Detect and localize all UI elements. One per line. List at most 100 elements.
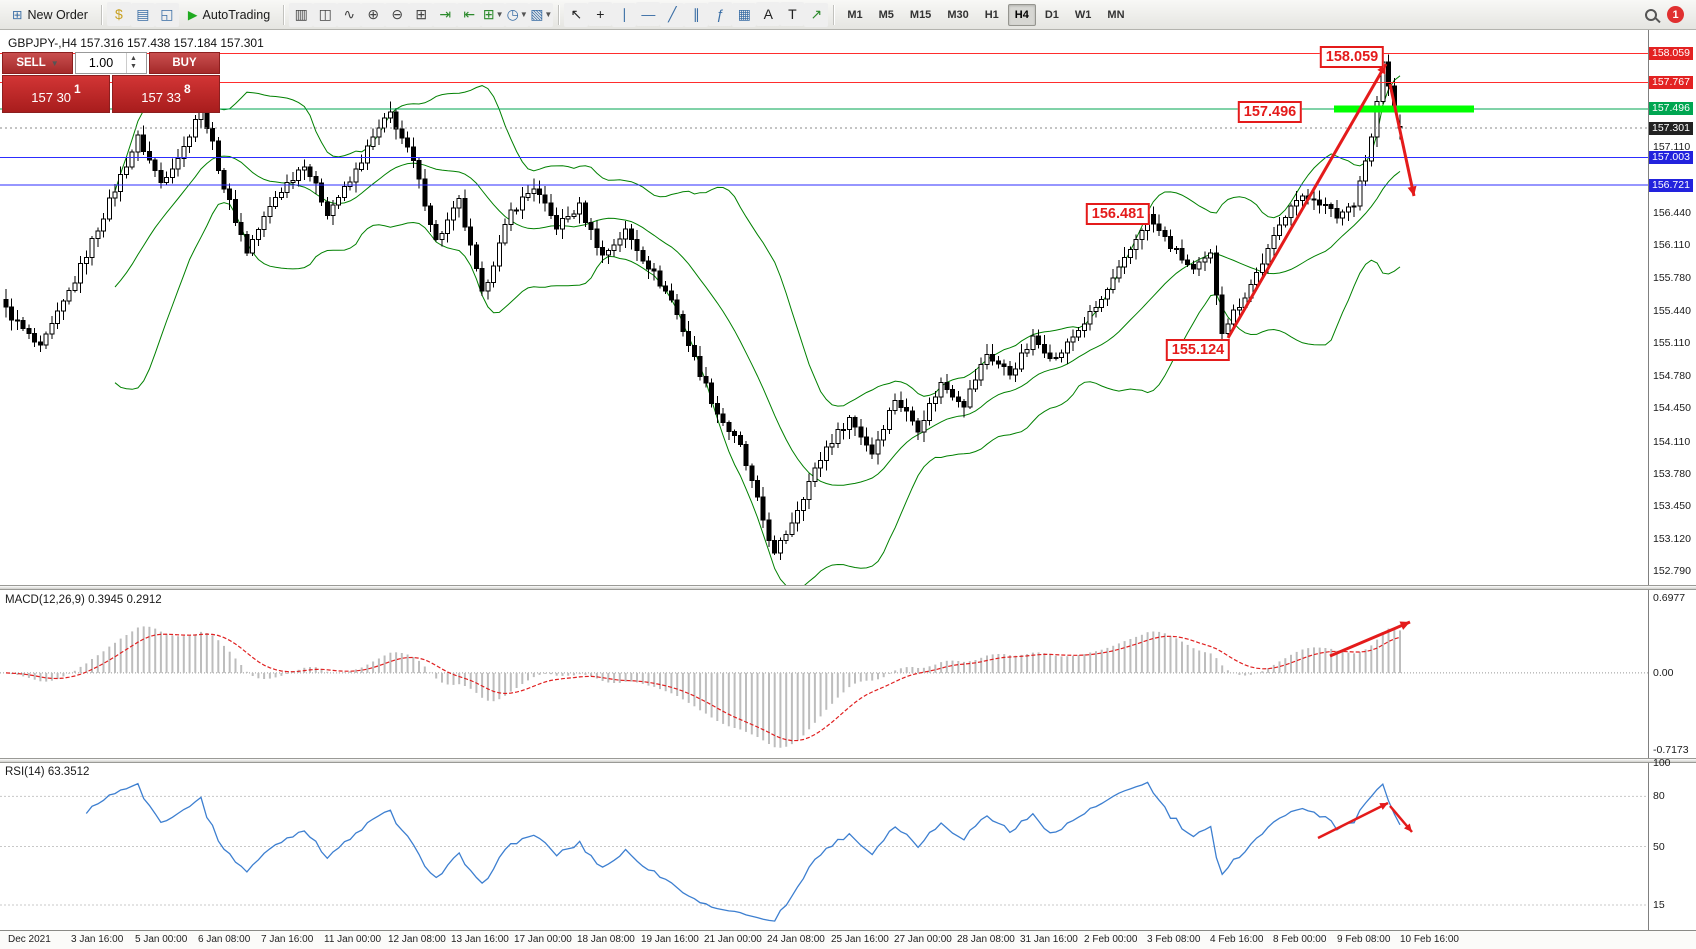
time-axis[interactable]: Dec 2021 3 Jan 16:00 5 Jan 00:00 6 Jan 08:0… <box>0 930 1696 949</box>
time-axis-label: 3 Feb 08:00 <box>1147 934 1201 945</box>
search-icon[interactable] <box>1645 8 1657 21</box>
channel-icon[interactable]: ∥ <box>684 2 709 27</box>
line-chart-icon[interactable]: ∿ <box>337 2 362 27</box>
notification-badge[interactable]: 1 <box>1667 6 1684 23</box>
shapes-icon[interactable]: ▦ <box>732 2 757 27</box>
autotrading-button[interactable]: ▶ AutoTrading <box>180 3 278 27</box>
arrows-icon[interactable]: ↗ <box>804 2 829 27</box>
timeframe-d1[interactable]: D1 <box>1038 4 1066 26</box>
tile-windows-icon[interactable]: ⊞ <box>409 2 434 27</box>
buy-price-sup: 8 <box>184 82 191 96</box>
cursor-icon[interactable]: ↖ <box>564 2 589 27</box>
price-level-label: 157.003 <box>1649 151 1693 164</box>
text-icon[interactable]: A <box>756 2 781 27</box>
toolbar-separator <box>558 4 560 25</box>
vertical-line-icon[interactable]: ∣ <box>612 2 637 27</box>
new-chart-icon[interactable]: ⊞ ▼ <box>481 2 506 27</box>
sell-price-button[interactable]: 157 30 1 <box>2 75 110 113</box>
zoom-in-icon: ⊕ <box>367 6 380 22</box>
tools-icon-group: ↖ + ∣ — ╱ ∥ ƒ ▦ A T ↗ <box>564 2 829 27</box>
toolbar-separator <box>833 4 835 25</box>
fibonacci-icon: ƒ <box>716 6 725 23</box>
price-level-label: 157.301 <box>1649 122 1693 135</box>
timeframe-m1[interactable]: M1 <box>840 4 869 26</box>
auto-scroll-icon[interactable]: ⇥ <box>433 2 458 27</box>
trend-arrows <box>1226 63 1417 840</box>
autotrading-label: AutoTrading <box>202 7 271 22</box>
print-preview-icon: ◱ <box>160 6 174 23</box>
volume-stepper[interactable]: ▲ ▼ <box>126 53 140 73</box>
timeframe-h4[interactable]: H4 <box>1007 3 1036 26</box>
time-axis-label: 19 Jan 16:00 <box>641 934 699 945</box>
chevron-down-icon: ▼ <box>495 10 504 19</box>
toolbar: ⊞ New Order $ ▤ ◱ ▶ AutoTrading ▥ ◫ ∿ ⊕ ⊖ ⊞ ⇥ ⇤ ⊞ ▼… <box>0 0 1696 30</box>
highlighted-level-segment <box>1334 105 1474 113</box>
bar-chart-icon[interactable]: ▥ <box>289 2 314 27</box>
rsi-axis-value: 100 <box>1653 757 1671 769</box>
volume-input[interactable] <box>76 53 126 73</box>
time-axis-label: 11 Jan 00:00 <box>324 934 382 945</box>
time-axis-label: 5 Jan 00:00 <box>135 934 188 945</box>
time-axis-label: 18 Jan 08:00 <box>577 934 635 945</box>
horizontal-line-icon[interactable]: — <box>636 2 661 27</box>
funds-icon[interactable]: $ <box>106 2 131 27</box>
price-tick: 154.110 <box>1653 436 1691 448</box>
new-chart-icon: ⊞ <box>482 6 495 22</box>
bollinger-bands <box>114 75 1401 585</box>
timeframe-m15[interactable]: M15 <box>903 4 938 26</box>
print-preview-icon[interactable]: ◱ <box>154 2 179 27</box>
rsi-axis-value: 80 <box>1653 790 1665 802</box>
chart-shift-icon[interactable]: ⇤ <box>457 2 482 27</box>
trendline-icon[interactable]: ╱ <box>660 2 685 27</box>
new-order-icon: ⊞ <box>12 8 23 22</box>
fibonacci-icon[interactable]: ƒ <box>708 2 733 27</box>
toolbar-separator <box>283 4 285 25</box>
buy-label: BUY <box>172 57 197 69</box>
sell-price-main: 157 30 <box>31 89 72 105</box>
price-annotation: 157.496 <box>1237 101 1303 123</box>
one-click-trading-panel: SELL ▼ ▲▼ BUY 157 30 1 157 33 8 <box>2 52 220 113</box>
time-axis-label: 24 Jan 08:00 <box>767 934 825 945</box>
macd-axis-value: 0.6977 <box>1653 592 1686 604</box>
funds-icon: $ <box>115 6 123 23</box>
chevron-down-icon: ▼ <box>544 10 553 19</box>
templates-icon[interactable]: ▧ ▼ <box>529 2 554 27</box>
zoom-out-icon[interactable]: ⊖ <box>385 2 410 27</box>
time-axis-label: 17 Jan 00:00 <box>514 934 572 945</box>
rsi-axis-value: 50 <box>1653 841 1665 853</box>
trendline-icon: ╱ <box>668 6 677 23</box>
timeframe-w1[interactable]: W1 <box>1068 4 1099 26</box>
buy-price-button[interactable]: 157 33 8 <box>112 75 220 113</box>
chevron-down-icon: ▼ <box>50 58 59 68</box>
time-axis-label: 31 Jan 16:00 <box>1020 934 1078 945</box>
pane-splitter[interactable] <box>0 585 1696 590</box>
rsi-indicator <box>0 781 1648 922</box>
price-tick: 153.450 <box>1653 500 1691 512</box>
new-order-button[interactable]: ⊞ New Order <box>4 3 96 27</box>
price-tick: 155.440 <box>1653 305 1691 317</box>
timeframe-m30[interactable]: M30 <box>940 4 975 26</box>
macd-indicator <box>0 626 1648 748</box>
time-axis-label: 27 Jan 00:00 <box>894 934 952 945</box>
buy-button[interactable]: BUY <box>149 52 220 74</box>
timeframe-mn[interactable]: MN <box>1100 4 1131 26</box>
timeframe-h1[interactable]: H1 <box>978 4 1006 26</box>
pane-splitter[interactable] <box>0 758 1696 763</box>
price-tick: 155.780 <box>1653 272 1691 284</box>
profiles-icon: ◷ <box>506 6 519 22</box>
text-label-icon: T <box>788 6 797 23</box>
templates-icon: ▧ <box>530 6 544 22</box>
time-axis-label: 10 Feb 16:00 <box>1400 934 1459 945</box>
text-label-icon[interactable]: T <box>780 2 805 27</box>
price-tick: 154.450 <box>1653 402 1691 414</box>
sell-price-sup: 1 <box>74 82 81 96</box>
profiles-icon[interactable]: ◷ ▼ <box>505 2 530 27</box>
crosshair-icon[interactable]: + <box>588 2 613 27</box>
sell-button[interactable]: SELL ▼ <box>2 52 73 74</box>
timeframe-group: M1 M5 M15 M30 H1 H4 D1 W1 MN <box>839 3 1132 26</box>
timeframe-m5[interactable]: M5 <box>872 4 901 26</box>
candlestick-chart-icon[interactable]: ◫ <box>313 2 338 27</box>
zoom-in-icon[interactable]: ⊕ <box>361 2 386 27</box>
print-icon[interactable]: ▤ <box>130 2 155 27</box>
